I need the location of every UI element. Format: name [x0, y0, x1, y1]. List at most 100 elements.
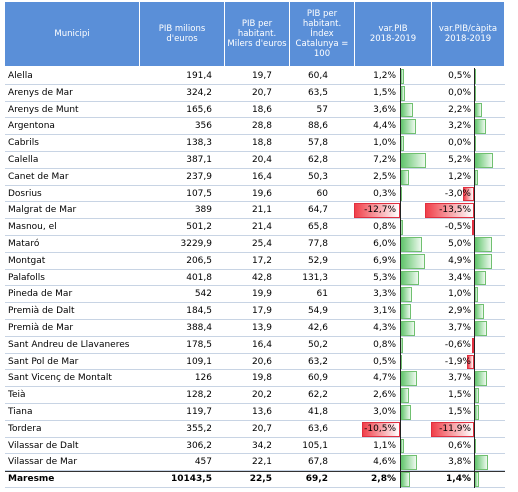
bar-axis [400, 336, 401, 354]
cell-value: 4,7% [373, 373, 396, 384]
bar-axis [400, 286, 401, 304]
cell-value: 28,8 [251, 121, 272, 132]
cell-value: 16,4 [251, 171, 272, 182]
bar-axis [400, 303, 401, 320]
bar-axis [474, 252, 475, 270]
bar-axis [400, 387, 401, 404]
data-bar [400, 371, 417, 387]
municipality-name: Teià [8, 390, 26, 401]
row-line [5, 202, 505, 220]
bar-axis [474, 152, 475, 169]
cell-value: 1,5% [448, 390, 471, 401]
data-bar [472, 220, 475, 235]
bar-axis [474, 118, 475, 136]
column-header: PIB milions d'euros [140, 2, 225, 66]
cell-value: -13,5% [439, 205, 471, 216]
data-bar [354, 203, 400, 219]
row-line [5, 421, 505, 438]
cell-value: 1,4% [446, 474, 471, 485]
data-bar [400, 455, 417, 471]
bar-axis [474, 387, 475, 404]
bar-axis [474, 219, 475, 236]
cell-value: 19,7 [251, 71, 272, 81]
cell-value: 0,0% [448, 87, 471, 98]
municipality-name: Cabrils [8, 138, 39, 149]
row-line [5, 270, 505, 287]
cell-value: 20,4 [251, 155, 272, 165]
cell-value: 1,2% [448, 171, 471, 182]
municipality-name: Palafolls [8, 272, 45, 283]
data-bar [474, 371, 488, 387]
data-bar [400, 237, 422, 252]
row-line [5, 68, 505, 85]
cell-value: 2,5% [373, 171, 396, 182]
row-line [5, 253, 505, 270]
cell-value: 109,1 [186, 356, 212, 367]
cell-value: -10,5% [364, 423, 396, 434]
cell-value: 119,7 [186, 407, 212, 417]
data-bar [474, 119, 486, 135]
bar-axis [474, 185, 475, 203]
bar-axis [400, 320, 401, 337]
municipality-name: Malgrat de Mar [8, 205, 77, 216]
cell-value: -3,0% [444, 188, 471, 199]
municipality-name: Premià de Dalt [8, 306, 75, 317]
cell-value: 0,8% [373, 339, 396, 350]
bar-axis [474, 320, 475, 337]
cell-value: 67,8 [307, 457, 328, 468]
bar-axis [400, 185, 401, 203]
cell-value: 206,5 [186, 255, 212, 266]
bar-axis [474, 286, 475, 304]
cell-value: 2,6% [373, 390, 396, 401]
data-bar [474, 270, 487, 286]
cell-value: 19,8 [251, 373, 272, 384]
cell-value: 1,2% [373, 71, 396, 81]
bar-axis [474, 202, 475, 220]
data-bar [463, 186, 474, 202]
data-bar [474, 455, 488, 471]
cell-value: 131,3 [302, 272, 328, 283]
row-line [5, 370, 505, 388]
bar-axis [400, 68, 401, 85]
cell-value: 401,8 [186, 272, 212, 283]
municipality-name: Sant Vicenç de Montalt [8, 373, 112, 384]
data-bar [474, 237, 492, 252]
cell-value: 57,8 [307, 138, 328, 149]
data-bar [362, 421, 400, 437]
data-bar [474, 153, 493, 168]
bar-axis [400, 135, 401, 152]
cell-value: 52,9 [307, 255, 328, 266]
municipality-name: Argentona [8, 121, 55, 132]
column-header: PIB per habitant. Índex Catalunya = 100 [290, 2, 355, 66]
cell-value: 501,2 [186, 222, 212, 233]
bar-axis [474, 420, 475, 438]
row-line [5, 438, 505, 455]
bar-axis [400, 84, 401, 102]
cell-value: 4,6% [373, 457, 396, 468]
column-header: PIB per habitant. Milers d'euros [225, 2, 290, 66]
cell-value: 3,7% [448, 323, 471, 333]
cell-value: 77,8 [307, 239, 328, 249]
bar-axis [400, 236, 401, 253]
municipality-name: Tiana [8, 407, 33, 417]
municipality-name: Sant Andreu de Llavaneres [8, 339, 130, 350]
cell-value: 324,2 [186, 87, 212, 98]
cell-value: 3,0% [373, 407, 396, 417]
municipality-name: Premià de Mar [8, 323, 74, 333]
cell-value: 22,5 [249, 474, 272, 485]
cell-value: 128,2 [186, 390, 212, 401]
cell-value: 389 [194, 205, 212, 216]
data-bar [400, 472, 411, 487]
row-line [5, 219, 505, 236]
cell-value: 19,6 [251, 188, 272, 199]
row-line [5, 387, 505, 404]
cell-value: 542 [194, 289, 212, 300]
cell-value: 50,2 [307, 339, 328, 350]
cell-value: 4,9% [448, 255, 471, 266]
cell-value: 178,5 [186, 339, 212, 350]
cell-value: 61 [316, 289, 328, 300]
cell-value: 63,6 [307, 423, 328, 434]
bar-axis [400, 353, 401, 371]
bar-axis [400, 118, 401, 136]
cell-value: 0,5% [448, 71, 471, 81]
